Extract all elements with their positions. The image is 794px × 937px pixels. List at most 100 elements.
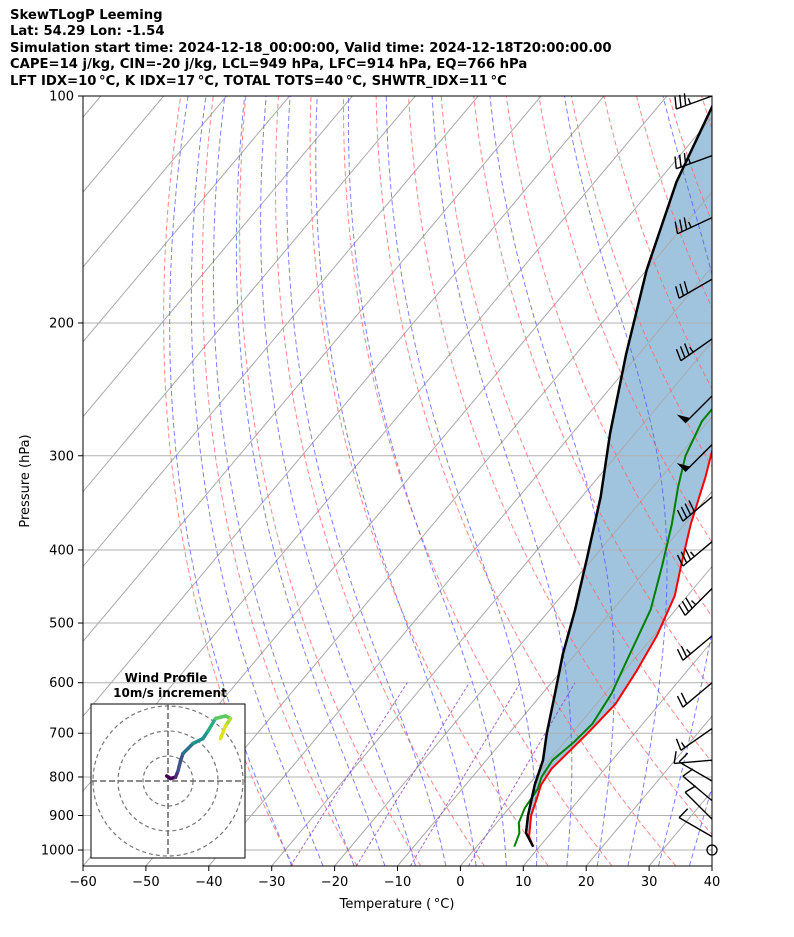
moist-adiabat [212,96,355,866]
chart-header: SkewTLogP Leeming Lat: 54.29 Lon: -1.54 … [10,8,790,90]
mixing-ratio-line [355,682,470,866]
barb-full [688,500,696,512]
barb-half [689,551,695,557]
barb-staff [680,727,713,751]
barb-staff [682,682,713,708]
dry-adiabat [201,96,358,866]
y-tick-label: 400 [49,543,74,558]
moist-adiabat [720,96,794,866]
moist-adiabat [489,96,615,866]
cape-shading [526,106,712,847]
x-tick-label: −50 [132,875,159,890]
hodograph-segment [218,724,228,741]
barb-half [689,346,694,353]
axes-layer: −60 −50 −40 −30 −20 −10 0 10 20 30 40 1000 900 800 700… [41,90,720,891]
barb-staff [678,761,713,782]
barb-full [678,752,689,763]
barb-full [679,154,682,168]
wind-barb [676,395,713,424]
barb-full [675,738,682,751]
barb-half [687,157,692,164]
barb-full [679,346,686,359]
barb-staff [680,338,713,362]
y-tick-label: 900 [49,809,74,824]
cape-line: CAPE=14 j/kg, CIN=-20 j/kg, LCL=949 hPa,… [10,57,528,73]
wind-barb [676,496,713,522]
isotherm [522,640,712,866]
barb-pennant [676,414,691,423]
wind-barbs-layer [673,93,718,856]
wind-barb [676,682,713,708]
barb-full [679,283,685,296]
x-axis-label: Temperature ( °C) [339,897,455,912]
isotherm [83,96,227,268]
barb-staff [682,775,713,802]
barb-full [679,94,682,108]
x-tick-label: −30 [258,875,285,890]
x-tick-label: −10 [384,875,411,890]
barb-staff [682,541,713,567]
barb-full [684,785,697,793]
dry-adiabat [734,96,794,866]
barb-full [676,509,684,522]
isotherm [585,715,712,866]
isotherm [83,96,353,418]
x-tick-label: 40 [704,875,721,890]
barb-full [674,96,677,110]
barb-full [680,506,688,519]
barb-full [684,503,692,516]
mixing-ratio-line [290,682,408,866]
hodograph-segment [191,736,205,746]
cape-fill-layer [526,106,712,847]
moist-adiabat [260,96,416,866]
wind-barb [678,752,713,782]
dry-adiabat [275,96,485,866]
x-tick-label: −40 [195,875,222,890]
barb-full [684,548,692,560]
barb-half [687,221,692,228]
y-axis-label: Pressure (hPa) [18,434,33,527]
barb-full [682,768,694,777]
isotherm [145,191,712,866]
moist-adiabat [385,96,538,866]
barb-full [680,692,688,705]
barb-half [690,600,697,606]
hodograph-segment [181,741,195,756]
barb-staff [684,588,713,616]
y-tick-label: 100 [49,90,74,105]
isotherm [83,96,290,343]
barb-staff [682,496,713,522]
wind-barb [674,152,713,170]
isotherm [83,96,605,718]
barb-staff [684,791,713,820]
hodograph-trace [165,714,233,781]
time-line: Simulation start time: 2024-12-18_00:00:… [10,40,612,56]
barb-full [683,343,690,356]
isotherm [460,565,712,866]
x-tick-label: 10 [515,875,532,890]
wind-barb [674,217,713,235]
dry-adiabat [473,96,712,691]
barb-half [687,97,692,105]
barb-full [676,554,684,567]
barb-full [674,221,679,234]
guide-lines-layer [83,96,794,866]
isotherm [775,96,794,866]
moist-adiabat [190,96,324,866]
barb-staff [678,278,713,299]
dewpoint-line [513,407,712,848]
barb-full [676,648,684,661]
wind-barb [675,278,713,299]
moist-adiabat [169,96,293,866]
barb-staff [676,95,713,110]
moist-adiabat [286,96,447,866]
barb-full [676,695,684,708]
wind-barb [674,93,713,110]
barb-staff [677,217,713,235]
barb-full [683,281,689,294]
hodograph-inset: Wind Profile 10m/s increment [90,671,246,859]
dry-adiabat [343,96,613,866]
dry-adiabat [163,96,294,866]
chart-title: SkewTLogP Leeming [10,8,163,23]
wind-barb [676,635,713,661]
